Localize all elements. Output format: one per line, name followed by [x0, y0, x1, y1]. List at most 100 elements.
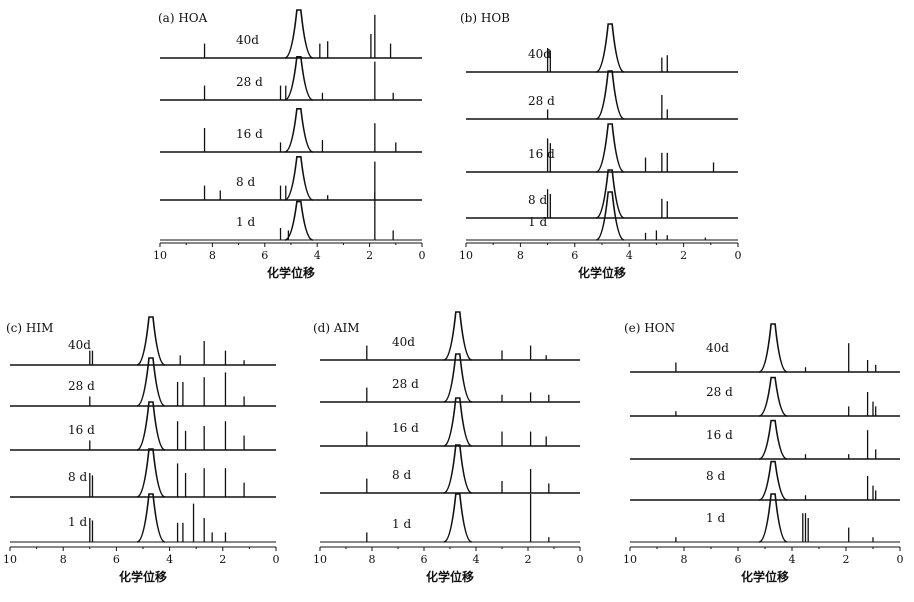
- spectrum-peak: [595, 191, 625, 241]
- series-label: 28 d: [528, 94, 555, 108]
- spectrum-series: 1 d: [630, 493, 900, 543]
- spectrum-peak: [284, 156, 314, 201]
- spectrum-peak: [595, 169, 625, 219]
- spectrum-peak: [443, 311, 473, 361]
- panel-title: (c) HIM: [6, 321, 53, 335]
- x-axis-label: 化学位移: [267, 265, 315, 280]
- series-label: 28 d: [236, 75, 263, 89]
- series-label: 8 d: [706, 469, 725, 483]
- spectrum-series: 8 d: [320, 444, 580, 494]
- spectrum-series: 8 d: [10, 448, 276, 498]
- spectrum-series: 40d: [320, 311, 580, 361]
- spectrum-peak: [443, 353, 473, 403]
- series-label: 28 d: [392, 377, 419, 391]
- series-label: 40d: [236, 33, 259, 47]
- x-tick-label: 6: [735, 553, 742, 566]
- x-tick-label: 4: [789, 553, 796, 566]
- x-axis-label: 化学位移: [741, 569, 789, 584]
- spectrum-series: 16 d: [320, 397, 580, 447]
- spectrum-peak: [758, 493, 788, 543]
- series-label: 40d: [392, 335, 415, 349]
- x-tick-label: 0: [273, 553, 280, 566]
- spectrum-series: 1 d: [320, 493, 580, 543]
- x-tick-label: 6: [421, 553, 428, 566]
- series-label: 8 d: [236, 175, 255, 189]
- spectrum-peak: [595, 23, 625, 73]
- x-tick-label: 0: [735, 249, 742, 262]
- series-label: 1 d: [68, 515, 87, 529]
- spectrum-series: 1 d: [466, 191, 738, 241]
- panel-title: (b) HOB: [460, 11, 510, 25]
- series-label: 1 d: [392, 517, 411, 531]
- spectrum-peak: [284, 56, 314, 101]
- x-tick-label: 0: [577, 553, 584, 566]
- x-tick-label: 2: [219, 553, 226, 566]
- x-tick-label: 4: [166, 553, 173, 566]
- x-axis-label: 化学位移: [578, 265, 626, 280]
- x-tick-label: 4: [473, 553, 480, 566]
- spectrum-peak: [443, 397, 473, 447]
- series-label: 1 d: [236, 215, 255, 229]
- spectrum-peak: [136, 316, 166, 366]
- series-label: 16 d: [528, 147, 555, 161]
- spectrum-peak: [758, 419, 788, 460]
- series-label: 1 d: [528, 215, 547, 229]
- spectrum-peak: [595, 70, 625, 120]
- x-tick-label: 8: [369, 553, 376, 566]
- spectrum-peak: [284, 200, 314, 241]
- series-label: 16 d: [236, 127, 263, 141]
- x-tick-label: 10: [623, 553, 637, 566]
- series-label: 40d: [706, 341, 729, 355]
- x-tick-label: 6: [261, 249, 268, 262]
- series-label: 8 d: [68, 470, 87, 484]
- spectrum-peak: [758, 460, 788, 501]
- x-tick-label: 10: [459, 249, 473, 262]
- series-label: 8 d: [392, 468, 411, 482]
- spectrum-series: 8 d: [630, 460, 900, 501]
- panel-title: (a) HOA: [158, 11, 208, 25]
- x-tick-label: 6: [113, 553, 120, 566]
- spectrum-series: 28 d: [10, 357, 276, 407]
- series-label: 28 d: [706, 385, 733, 399]
- x-tick-label: 6: [571, 249, 578, 262]
- x-tick-label: 2: [525, 553, 532, 566]
- spectrum-peak: [443, 493, 473, 543]
- nmr-panel: (a) HOA 40d 28 d 16 d 8 d 1 d 10 8 6 4 2 0 化学位移: [153, 9, 426, 280]
- nmr-panel: (e) HON 40d 28 d 16 d 8 d 1 d 10 8 6 4 2 0 化学位移: [623, 321, 904, 584]
- nmr-panel: (b) HOB 40d 28 d 16 d 8 d 1 d 10 8 6 4 2 0 化学位移: [459, 11, 742, 280]
- nmr-panel: (c) HIM 40d 28 d 16 d 8 d 1 d 10 8 6 4 2 0 化学位移: [3, 316, 280, 584]
- spectrum-series: 16 d: [160, 108, 422, 153]
- x-tick-label: 8: [209, 249, 216, 262]
- panel-title: (d) AIM: [313, 321, 360, 335]
- spectrum-peak: [443, 444, 473, 494]
- panel-title: (e) HON: [624, 321, 675, 335]
- x-tick-label: 2: [366, 249, 373, 262]
- x-tick-label: 4: [626, 249, 633, 262]
- spectrum-series: 40d: [630, 323, 900, 373]
- x-tick-label: 10: [3, 553, 17, 566]
- series-label: 28 d: [68, 379, 95, 393]
- spectrum-series: 16 d: [466, 123, 738, 173]
- series-label: 16 d: [68, 423, 95, 437]
- x-tick-label: 2: [843, 553, 850, 566]
- spectrum-series: 8 d: [466, 169, 738, 219]
- spectrum-peak: [595, 123, 625, 173]
- spectrum-series: 1 d: [160, 192, 422, 241]
- nmr-panel: (d) AIM 40d 28 d 16 d 8 d 1 d 10 8 6 4 2 0 化学位移: [313, 311, 584, 584]
- spectrum-peak: [758, 376, 788, 417]
- spectrum-series: 40d: [160, 9, 422, 59]
- spectrum-peak: [284, 108, 314, 153]
- spectrum-series: 16 d: [10, 401, 276, 451]
- series-label: 40d: [528, 47, 551, 61]
- spectrum-series: 1 d: [10, 493, 276, 543]
- spectrum-peak: [136, 448, 166, 498]
- x-axis-label: 化学位移: [426, 569, 474, 584]
- spectrum-series: 16 d: [630, 419, 900, 460]
- x-tick-label: 8: [517, 249, 524, 262]
- spectrum-peak: [136, 401, 166, 451]
- series-label: 16 d: [706, 428, 733, 442]
- series-label: 40d: [68, 338, 91, 352]
- x-tick-label: 10: [153, 249, 167, 262]
